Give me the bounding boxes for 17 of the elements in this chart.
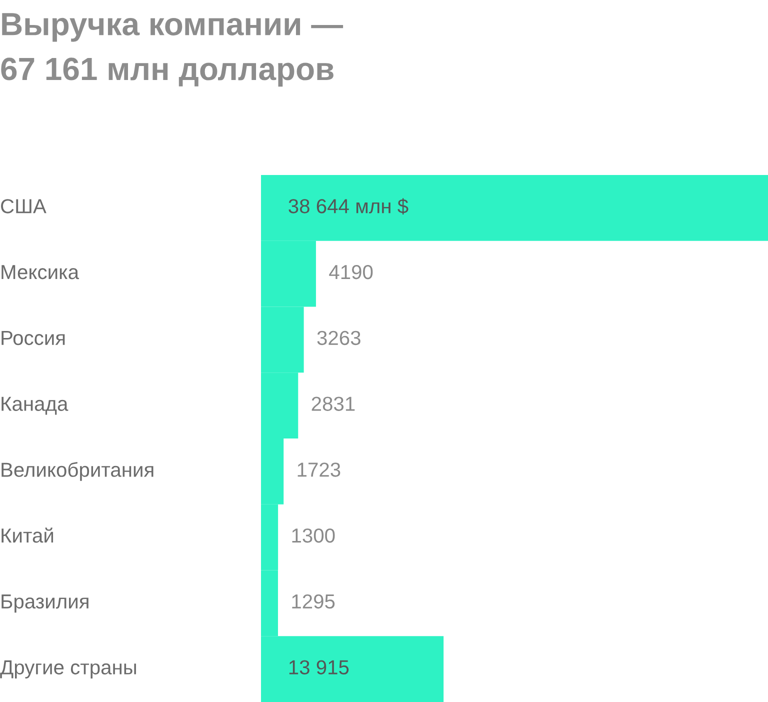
y-tick-label: США — [1, 199, 46, 214]
data-label: 3263 — [317, 330, 360, 346]
y-tick-label: Китай — [2, 528, 54, 543]
data-label: 13 915 — [289, 660, 349, 674]
y-tick-label: Бразилия — [2, 594, 88, 613]
y-tick-label: Другие страны — [0, 660, 136, 678]
chart-title: Выручка компании — 67 161 млн долларов — [1, 13, 344, 87]
y-tick-label: Великобритания — [2, 462, 154, 481]
data-label: 1300 — [292, 528, 335, 543]
data-label: 4190 — [329, 264, 373, 280]
data-label: 38 644 млн $ — [288, 198, 408, 215]
y-tick-label: Россия — [2, 331, 65, 346]
data-label: 1723 — [298, 462, 340, 477]
data-label: 1295 — [292, 594, 335, 609]
y-tick-label: Мексика — [2, 265, 80, 280]
data-label: 2831 — [312, 396, 355, 411]
y-tick-label: Канада — [2, 396, 68, 415]
